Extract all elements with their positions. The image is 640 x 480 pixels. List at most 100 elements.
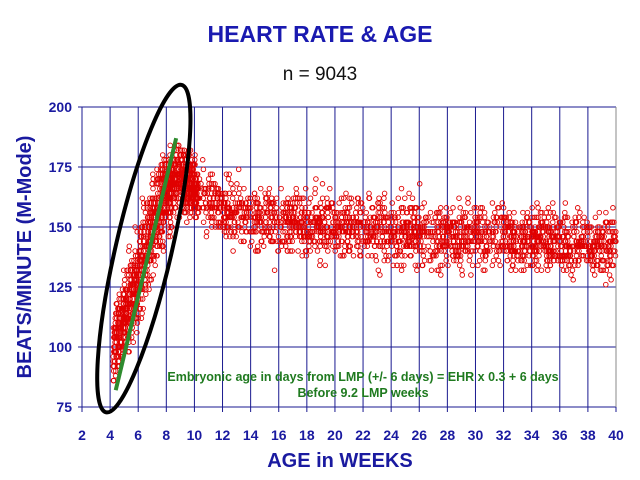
data-point (223, 229, 229, 235)
data-point (408, 229, 415, 235)
data-point (569, 224, 576, 230)
data-point (251, 200, 257, 206)
data-point (312, 205, 318, 211)
data-point (421, 219, 427, 225)
data-point (531, 243, 538, 249)
data-point (399, 253, 405, 259)
data-point (550, 209, 557, 216)
data-point (407, 224, 414, 230)
data-point (557, 238, 564, 245)
data-point (433, 209, 440, 216)
data-point (121, 281, 128, 288)
data-point (388, 209, 394, 216)
data-point (203, 209, 209, 216)
data-point (469, 262, 476, 269)
data-point (298, 214, 304, 221)
data-point (231, 229, 237, 235)
data-point (571, 243, 577, 249)
data-point (285, 238, 292, 245)
data-point (454, 229, 461, 235)
data-point (545, 205, 552, 211)
data-point (435, 248, 441, 254)
data-point (313, 176, 319, 182)
data-point (345, 229, 352, 235)
data-point (223, 171, 230, 177)
data-point (288, 209, 295, 216)
data-point (262, 224, 268, 230)
y-tick-label: 150 (49, 219, 73, 235)
data-point (259, 238, 265, 245)
data-point (562, 257, 568, 264)
data-point (129, 262, 135, 269)
data-point (595, 229, 601, 235)
data-point (254, 243, 261, 249)
data-point (271, 267, 278, 273)
data-point (195, 195, 202, 201)
data-point (150, 200, 157, 206)
data-point (577, 209, 583, 216)
data-point (380, 219, 387, 225)
x-tick-label: 22 (355, 427, 371, 443)
data-point (468, 272, 474, 278)
data-point (312, 214, 318, 221)
data-point (202, 190, 208, 197)
data-point (230, 248, 236, 254)
data-point (268, 238, 274, 245)
data-point (390, 209, 397, 216)
data-point (592, 229, 599, 235)
data-point (524, 209, 531, 216)
data-point (264, 224, 270, 230)
data-point (125, 296, 132, 302)
data-point (465, 200, 471, 206)
data-point (212, 181, 218, 187)
data-point (117, 344, 123, 350)
data-point (590, 238, 597, 245)
data-point (596, 209, 603, 216)
data-point (565, 253, 572, 259)
data-point (558, 253, 565, 259)
data-point (611, 219, 617, 225)
data-point (362, 214, 369, 221)
data-point (409, 195, 416, 201)
data-point (430, 253, 437, 259)
data-point (200, 219, 207, 225)
data-point (463, 224, 470, 230)
data-point (200, 166, 207, 173)
data-point (435, 267, 442, 273)
data-point (236, 185, 243, 192)
data-point (134, 320, 141, 326)
data-point (491, 219, 497, 225)
data-point (572, 257, 578, 264)
data-point (475, 219, 481, 225)
data-point (230, 185, 236, 192)
data-point (249, 238, 255, 245)
data-point (119, 305, 125, 312)
data-point (480, 267, 487, 273)
data-point (261, 233, 267, 240)
data-point (425, 214, 431, 221)
data-point (608, 238, 614, 245)
data-point (462, 233, 469, 240)
data-point (202, 200, 209, 206)
highlight-ellipse (95, 82, 193, 415)
data-point (211, 214, 217, 221)
data-point (167, 195, 174, 201)
data-point (241, 238, 247, 245)
data-point (285, 195, 291, 201)
data-point (212, 190, 218, 197)
data-point (157, 229, 163, 235)
data-point (401, 243, 407, 249)
data-point (233, 209, 239, 216)
data-point (237, 195, 244, 201)
data-point (369, 253, 375, 259)
data-point (133, 281, 140, 288)
data-point (490, 257, 497, 264)
data-point (527, 262, 534, 269)
data-point (436, 233, 443, 240)
data-point (456, 214, 463, 221)
data-point (369, 233, 376, 240)
data-point (550, 257, 557, 264)
data-point (253, 229, 259, 235)
data-point (142, 219, 148, 225)
